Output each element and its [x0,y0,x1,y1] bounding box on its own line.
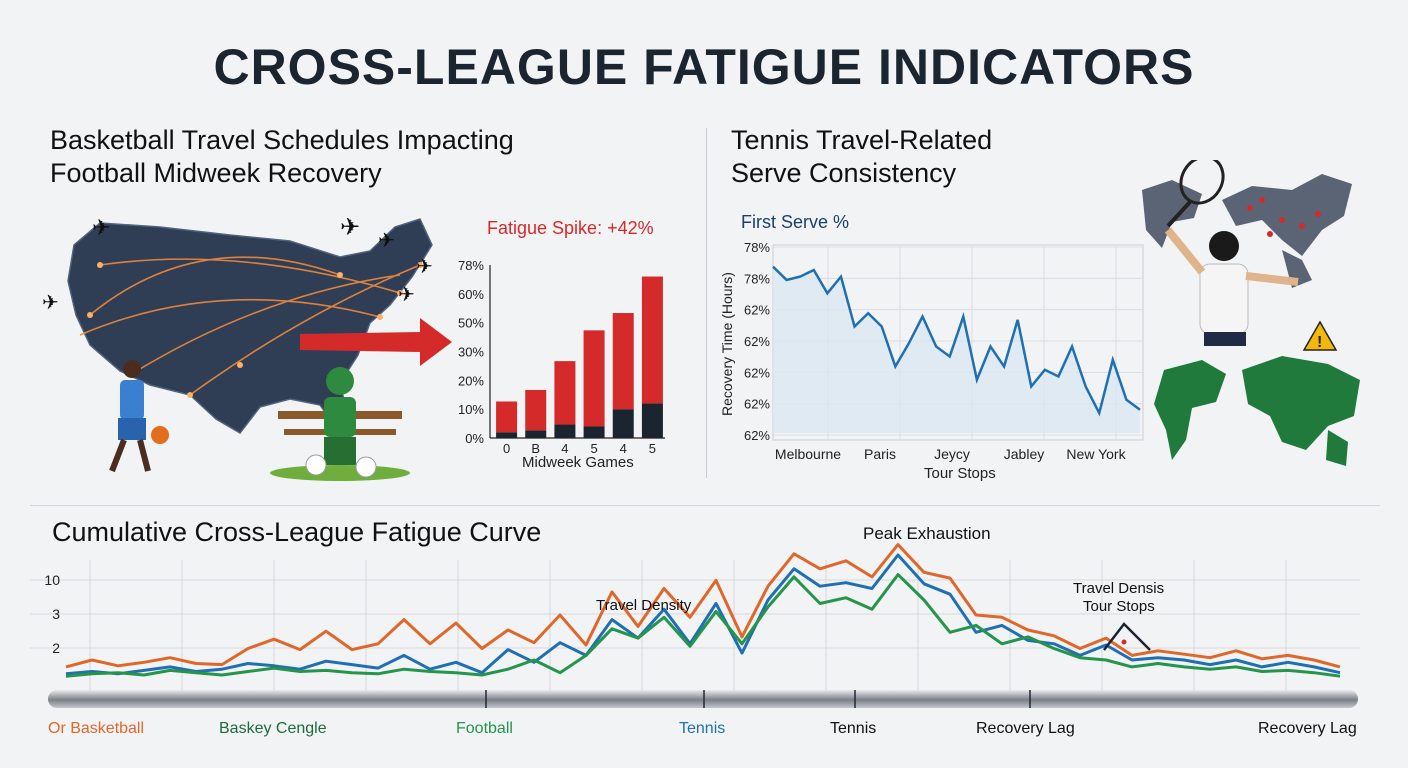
cum-y-tick-label: 3 [52,606,60,622]
annotation-tour-stops: Tour Stops [1083,598,1155,615]
bar-spike-segment [496,401,518,433]
timeline-markers [485,690,1031,708]
city-dots [87,262,423,398]
annotation-peak-exhaustion: Peak Exhaustion [863,524,991,543]
serve-y-tick-label: 78% [744,271,770,286]
bar-x-tick-label: 5 [649,441,656,456]
cumulative-panel-title: Cumulative Cross-League Fatigue Curve [52,517,542,547]
serve-line-chart: First Serve % Recovery Time (Hours) 78% 7… [719,212,1144,482]
timeline-label-tennis-2: Tennis [830,720,877,737]
annotation-marker [1121,639,1127,645]
cumulative-fatigue-chart: 2 3 10 Peak Exhaustion Travel Density Trav… [30,524,1360,690]
cum-y-tick-label: 2 [52,640,60,656]
bar-spike-segment [583,330,605,427]
timeline-label-or-basketball: Or Basketball [48,720,145,737]
serve-x-tick-label: Melbourne [775,446,841,462]
bar-spike-segment [641,276,663,404]
annotation-chevron [1103,622,1151,651]
annotation-travel-densis: Travel Densis [1073,580,1164,597]
bar-x-tick-label: 5 [590,441,597,456]
bar-y-tick-label: 20% [458,373,484,388]
bar-x-tick-label: 0 [503,441,510,456]
bar-x-tick-label: 4 [620,441,627,456]
cum-y-tick-label: 10 [44,572,60,588]
usa-travel-illustration: ✈ ✈ ✈ ✈ ✈ ✈ [42,214,433,481]
serve-y-tick-label: 78% [744,240,770,255]
bar-spike-segment [525,389,547,431]
bar-y-tick-label: 30% [458,345,484,360]
serve-y-tick-label: 62% [744,365,770,380]
tennis-title-line1: Tennis Travel-Related [731,125,993,155]
serve-x-axis-label: Tour Stops [924,465,996,482]
serve-y-tick-label: 62% [744,397,770,412]
bar-base-segment [641,403,663,438]
serve-y-tick-label: 62% [744,428,770,443]
warning-icon: ! [1302,320,1338,351]
timeline-label-recovery-lag-2: Recovery Lag [1258,720,1357,737]
svg-text:✈: ✈ [340,214,360,241]
svg-text:✈: ✈ [92,215,110,240]
serve-x-tick-label: Paris [864,446,896,462]
timeline-label-tennis-1: Tennis [679,720,726,737]
bar-base-segment [612,409,634,438]
bar-base-segment [554,424,576,438]
panel-divider-vertical [706,128,707,478]
serve-area-fill [773,266,1140,433]
timeline-label-football: Football [456,720,513,737]
serve-y-tick-label: 62% [744,334,770,349]
tour-stop-dots [1247,197,1321,237]
cum-series-green [65,573,1341,678]
flight-paths [79,256,421,396]
basketball-title-line1: Basketball Travel Schedules Impacting [50,125,514,155]
bar-y-tick-label: 10% [458,402,484,417]
tennis-player-icon [1164,160,1299,346]
svg-text:✈: ✈ [416,256,433,278]
svg-text:✈: ✈ [398,284,415,306]
bar-y-tick-label: 78% [458,258,484,273]
football-player-icon [270,367,410,481]
cum-series-blue [65,553,1341,676]
bar-base-segment [525,430,547,438]
svg-text:✈: ✈ [378,230,395,252]
serve-x-tick-label: Jabley [1004,446,1044,462]
timeline-label-baskey-cengle: Baskey Cengle [219,720,327,737]
tennis-travel-illustration: ! [1142,160,1360,466]
bar-x-tick-label: 4 [561,441,568,456]
bar-spike-segment [554,361,576,425]
bar-x-tick-label: B [531,441,540,456]
bar-x-axis-label: Midweek Games [522,454,634,471]
tennis-title-line2: Serve Consistency [731,158,957,188]
basketball-player-icon [109,360,169,473]
basketball-panel-title: Basketball Travel Schedules Impacting Fo… [50,124,514,190]
basketball-title-line2: Football Midweek Recovery [50,158,382,188]
bar-base-segment [496,432,518,438]
serve-y-tick-label: 62% [744,303,770,318]
serve-x-tick-label: New York [1066,446,1126,462]
bar-chart-title: Fatigue Spike: +42% [487,218,654,238]
bar-spike-segment [612,313,634,410]
serve-series-line [772,265,1141,417]
bar-y-tick-label: 60% [458,287,484,302]
bar-y-tick-label: 50% [458,316,484,331]
page-title: CROSS-LEAGUE FATIGUE INDICATORS [213,39,1195,95]
serve-y-axis-label: Recovery Time (Hours) [719,272,735,416]
serve-x-tick-label: Jeycy [934,446,970,462]
airplane-icon: ✈ ✈ ✈ ✈ ✈ ✈ [42,214,433,314]
svg-text:!: ! [1317,334,1322,351]
bar-base-segment [583,426,605,438]
annotation-travel-density: Travel Density [596,597,692,614]
panel-divider-horizontal [30,505,1380,506]
red-arrow-icon [300,318,452,366]
svg-text:✈: ✈ [42,292,59,314]
tennis-panel-title: Tennis Travel-Related Serve Consistency [731,124,992,190]
serve-chart-title: First Serve % [741,212,849,232]
fatigue-bar-chart: Fatigue Spike: +42% 0% 10% 20% 30% 50% 60% 78%… [458,218,665,471]
timeline-label-recovery-lag-1: Recovery Lag [976,720,1075,737]
world-map-icon [1154,356,1360,466]
bar-y-tick-label: 0% [465,431,484,446]
cum-series-orange [65,543,1341,669]
